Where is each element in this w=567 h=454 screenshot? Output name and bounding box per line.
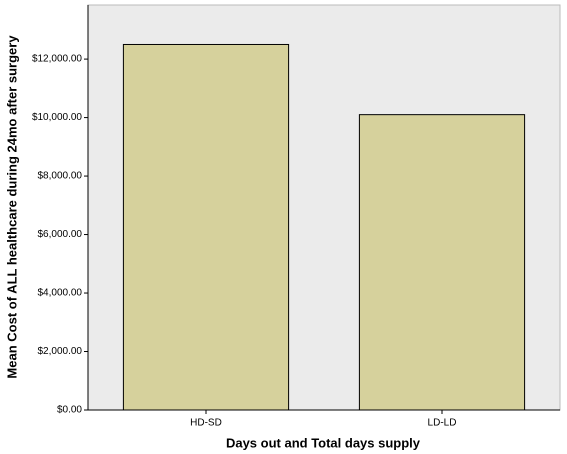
y-tick-label: $6,000.00 [38, 229, 83, 240]
x-axis-title: Days out and Total days supply [226, 435, 421, 450]
y-tick-label: $0.00 [57, 405, 82, 416]
y-tick-label: $4,000.00 [38, 288, 83, 299]
y-tick-label: $10,000.00 [32, 112, 82, 123]
x-tick-label: HD-SD [190, 418, 222, 429]
x-tick-label: LD-LD [428, 418, 457, 429]
y-axis-title: Mean Cost of ALL healthcare during 24mo … [4, 35, 19, 379]
bar [358, 114, 526, 411]
y-tick-label: $8,000.00 [38, 171, 83, 182]
y-tick-label: $2,000.00 [38, 346, 83, 357]
y-tick-label: $12,000.00 [32, 54, 82, 65]
bar [122, 43, 290, 411]
